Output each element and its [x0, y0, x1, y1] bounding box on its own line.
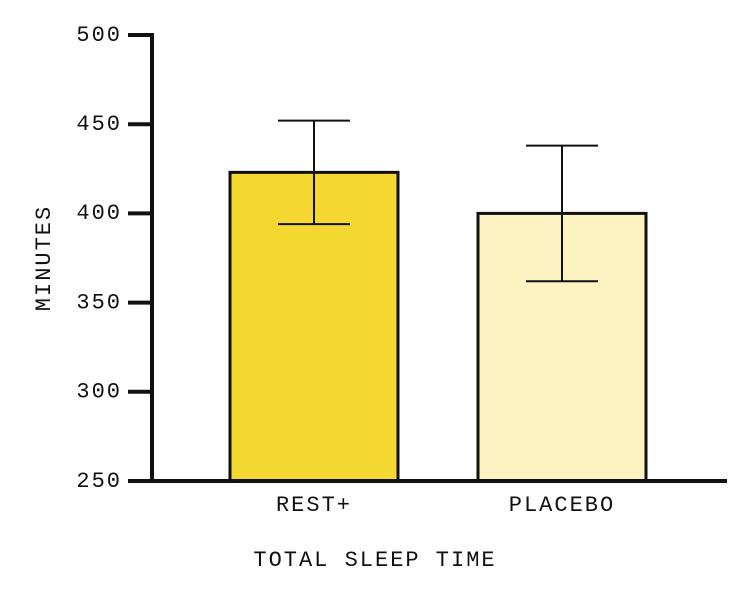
- error-bar: [526, 144, 598, 283]
- y-tick-label: 500: [76, 23, 122, 48]
- x-axis-title: TOTAL SLEEP TIME: [253, 548, 496, 573]
- y-tick-label: 450: [76, 112, 122, 137]
- x-tick-label: PLACEBO: [509, 493, 615, 518]
- x-tick-label: REST+: [276, 493, 352, 518]
- y-axis-title: MINUTES: [32, 205, 57, 311]
- y-tick-label: 300: [76, 380, 122, 405]
- y-tick-label: 400: [76, 201, 122, 226]
- y-tick-label: 250: [76, 469, 122, 494]
- error-bar: [278, 119, 350, 226]
- y-tick-label: 350: [76, 290, 122, 315]
